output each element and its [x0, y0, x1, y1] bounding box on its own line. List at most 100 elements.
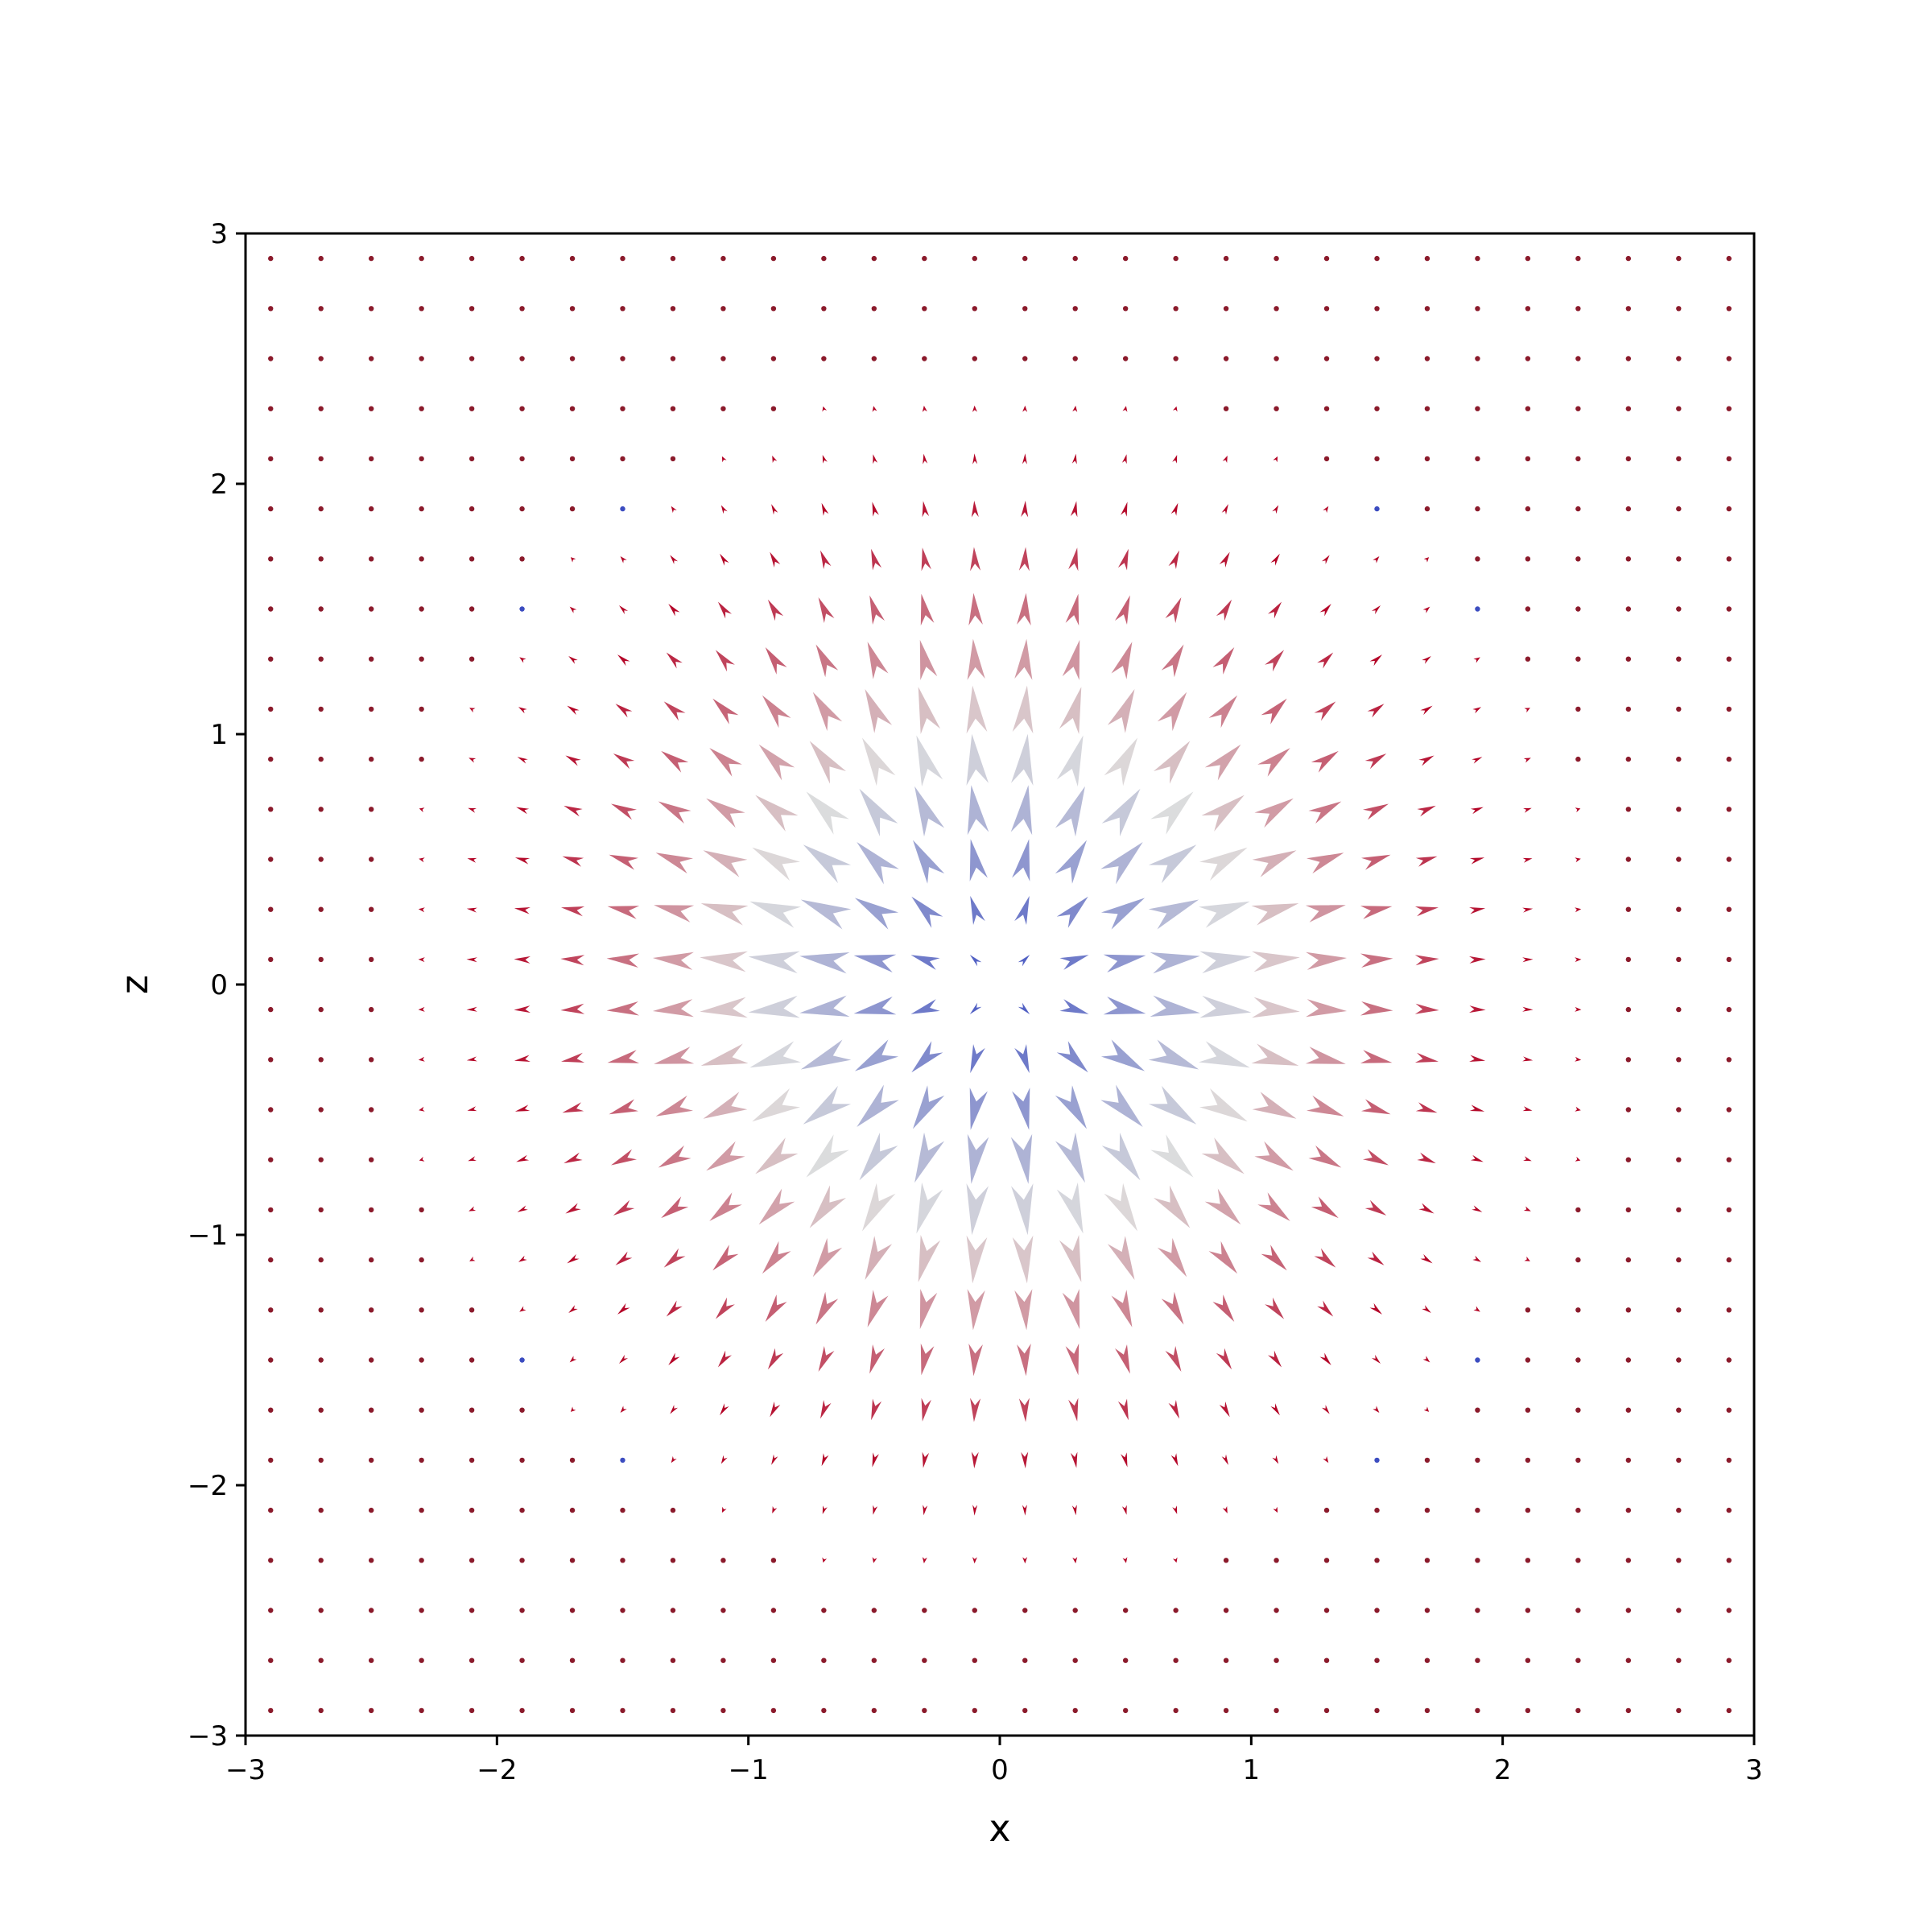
vector-arrow [655, 852, 693, 874]
vector-arrow [1726, 706, 1732, 712]
vector-arrow [569, 1558, 576, 1563]
vector-arrow [615, 704, 633, 718]
vector-arrow [1625, 356, 1632, 361]
vector-arrow [1223, 255, 1229, 262]
vector-arrow [318, 1457, 324, 1463]
vector-arrow [268, 406, 274, 411]
vector-arrow [1165, 597, 1182, 623]
vector-arrow [1575, 1657, 1581, 1663]
vector-arrow [921, 1397, 931, 1422]
vector-arrow [972, 453, 978, 464]
vector-arrow [1575, 1357, 1581, 1363]
vector-arrow [569, 356, 576, 361]
vector-arrow [1625, 1707, 1632, 1714]
vector-arrow [1625, 1357, 1632, 1363]
vector-arrow [519, 1507, 525, 1513]
vector-arrow [1424, 406, 1430, 411]
vector-arrow [1199, 901, 1250, 928]
vector-arrow [1575, 1457, 1581, 1463]
vector-arrow [1223, 1558, 1229, 1563]
vector-arrow [468, 1156, 477, 1162]
vector-arrow [1018, 955, 1030, 967]
vector-arrow [1323, 356, 1330, 361]
vector-arrow [853, 997, 897, 1015]
vector-arrow [1676, 807, 1682, 812]
vector-arrow [1071, 1505, 1077, 1516]
vector-arrow [1014, 895, 1030, 925]
vector-arrow [466, 957, 477, 963]
vector-arrow [871, 1398, 882, 1421]
vector-arrow [871, 1608, 877, 1613]
vector-arrow [469, 306, 475, 312]
vector-arrow [368, 857, 374, 862]
vector-arrow [1625, 1608, 1632, 1613]
vector-arrow [1575, 1608, 1581, 1613]
vector-arrow [969, 955, 982, 967]
vector-arrow [966, 1235, 988, 1284]
vector-arrow [872, 1452, 879, 1468]
vector-arrow [1424, 1657, 1430, 1663]
vector-arrow [822, 1557, 828, 1563]
vector-arrow [752, 1088, 800, 1122]
vector-arrow [922, 306, 927, 312]
vector-arrow [914, 1132, 945, 1183]
vector-arrow [1726, 656, 1732, 662]
vector-arrow [469, 1707, 475, 1714]
vector-arrow [564, 1152, 583, 1164]
vector-arrow [1173, 1657, 1179, 1663]
vector-arrow [1525, 356, 1531, 361]
vector-arrow [1625, 456, 1632, 462]
vector-arrow [469, 356, 475, 361]
vector-arrow [1424, 1457, 1430, 1463]
vector-arrow [1676, 306, 1682, 312]
vector-arrow [466, 1056, 477, 1062]
vector-arrow [519, 1657, 525, 1663]
x-tick-label: −1 [729, 1754, 769, 1786]
vector-arrow [268, 1407, 274, 1413]
vector-arrow [1469, 857, 1485, 865]
vector-arrow [419, 1156, 425, 1162]
vector-arrow [806, 791, 849, 835]
vector-arrow [519, 506, 525, 512]
vector-arrow [1265, 1297, 1285, 1319]
vector-arrow [922, 1557, 927, 1564]
vector-arrow [1010, 1133, 1033, 1184]
vector-arrow [318, 1307, 324, 1313]
vector-arrow [966, 685, 988, 734]
vector-arrow [720, 505, 728, 514]
vector-arrow [865, 1236, 893, 1280]
vector-arrow [1072, 1557, 1078, 1564]
vector-arrow [469, 1256, 476, 1261]
vector-arrow [749, 1041, 801, 1068]
vector-arrow [419, 356, 424, 361]
vector-arrow [1676, 1507, 1682, 1513]
vector-arrow [519, 1407, 525, 1413]
vector-arrow [1424, 1707, 1430, 1714]
vector-arrow [368, 1457, 374, 1463]
vector-arrow [1055, 1132, 1085, 1183]
vector-arrow [419, 606, 424, 612]
vector-arrow [1222, 456, 1228, 463]
vector-arrow [268, 255, 274, 262]
vector-arrow [1625, 857, 1632, 862]
vector-arrow [469, 506, 475, 512]
vector-arrow [368, 556, 374, 562]
vector-arrow [1472, 1205, 1483, 1212]
vector-arrow [1072, 405, 1078, 412]
vector-arrow [1475, 255, 1480, 262]
vector-arrow [670, 1707, 676, 1714]
vector-arrow [469, 708, 476, 713]
vector-arrow [1072, 306, 1078, 312]
vector-arrow [652, 999, 694, 1018]
vector-arrow [1121, 454, 1127, 464]
vector-arrow [1154, 741, 1191, 784]
vector-arrow [1525, 606, 1531, 612]
vector-arrow [1199, 951, 1252, 974]
vector-arrow [368, 356, 374, 361]
vector-arrow [318, 1006, 324, 1013]
vector-arrow [670, 555, 678, 564]
vector-arrow [1374, 1657, 1380, 1663]
vector-arrow [368, 456, 374, 462]
vector-arrow [1726, 1357, 1732, 1363]
vector-arrow [1374, 406, 1380, 411]
